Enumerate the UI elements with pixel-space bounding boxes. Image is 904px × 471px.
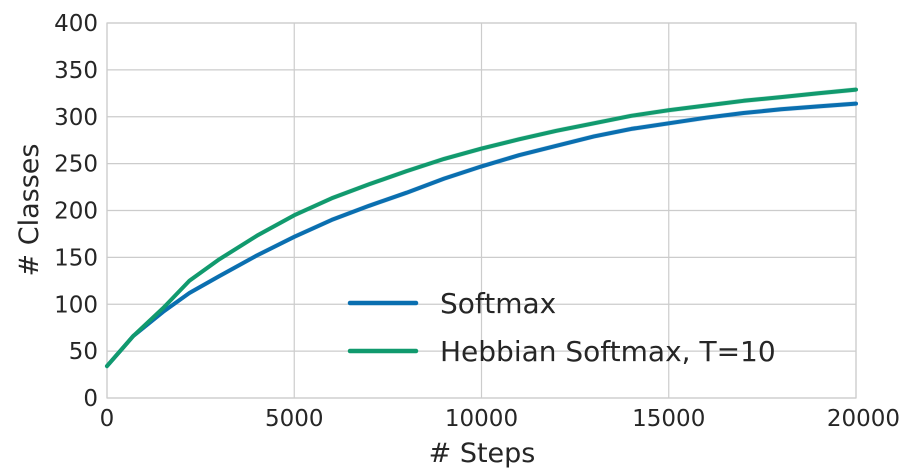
y-tick-label: 150: [54, 245, 98, 271]
series-line-1: [105, 87, 858, 369]
legend-label-hebbian: Hebbian Softmax, T=10: [440, 335, 776, 368]
y-tick-label: 300: [54, 105, 98, 131]
series-line-0: [105, 101, 858, 369]
plot-frame: [106, 22, 857, 399]
y-tick-label: 350: [54, 58, 98, 84]
tick-labels: 0 50 100 150 200 250 300 350 400 0 5000 10000 15000 2…: [54, 11, 900, 432]
x-tick-label: 0: [100, 406, 115, 432]
y-tick-label: 400: [54, 11, 98, 37]
x-tick-label: 5000: [265, 406, 324, 432]
legend: Softmax Hebbian Softmax, T=10: [347, 287, 776, 368]
x-tick-label: 15000: [632, 406, 705, 432]
y-tick-label: 0: [83, 386, 98, 412]
y-tick-label: 200: [54, 199, 98, 225]
legend-label-softmax: Softmax: [440, 287, 556, 320]
y-tick-label: 50: [69, 339, 98, 365]
y-tick-label: 250: [54, 152, 98, 178]
series-lines: [105, 87, 858, 369]
y-tick-label: 100: [54, 292, 98, 318]
x-tick-label: 20000: [827, 406, 900, 432]
y-axis-label: # Classes: [14, 144, 45, 277]
x-axis-label: # Steps: [429, 438, 536, 469]
x-tick-label: 10000: [445, 406, 518, 432]
